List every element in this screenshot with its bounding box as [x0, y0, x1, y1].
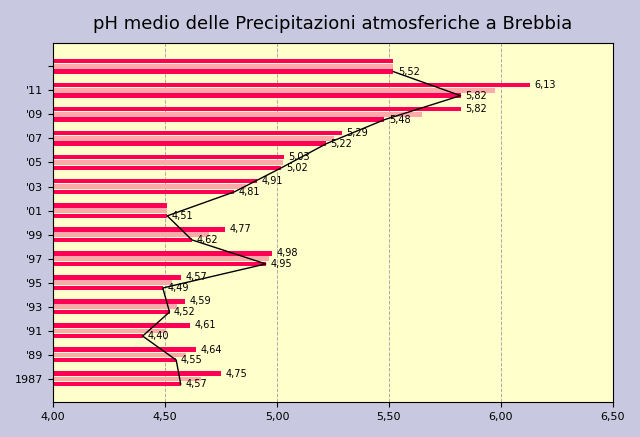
Text: 5,22: 5,22 [331, 139, 353, 149]
Text: 4,51: 4,51 [172, 211, 193, 221]
Bar [53, 227, 225, 232]
Bar [53, 107, 461, 111]
Text: 5,03: 5,03 [288, 152, 310, 162]
Bar [53, 371, 221, 376]
Bar [53, 310, 170, 314]
Bar [53, 131, 342, 135]
Bar [53, 166, 282, 170]
Text: 5,82: 5,82 [465, 104, 487, 114]
Text: 5,82: 5,82 [465, 90, 487, 101]
Bar [53, 334, 143, 338]
Bar [53, 118, 385, 122]
Bar [53, 286, 163, 290]
Text: 4,59: 4,59 [189, 296, 211, 306]
Text: 5,48: 5,48 [389, 114, 410, 125]
Bar [53, 179, 257, 184]
Text: 4,55: 4,55 [180, 355, 202, 365]
Bar [53, 382, 180, 386]
Text: 4,57: 4,57 [185, 379, 207, 389]
Bar [53, 262, 266, 266]
Text: 4,81: 4,81 [239, 187, 260, 197]
Bar [53, 69, 394, 74]
Bar [53, 94, 461, 98]
Bar [53, 214, 167, 218]
Text: 5,52: 5,52 [398, 66, 420, 76]
Text: 6,13: 6,13 [534, 80, 556, 90]
Bar [53, 155, 284, 160]
Text: 4,61: 4,61 [194, 320, 216, 330]
Bar [53, 112, 422, 117]
Bar [53, 257, 269, 261]
Bar [53, 238, 192, 242]
Bar [53, 160, 282, 165]
Text: 4,98: 4,98 [277, 248, 298, 258]
Text: 5,02: 5,02 [286, 163, 308, 173]
Bar [53, 347, 196, 352]
Bar [53, 142, 326, 146]
Text: 4,62: 4,62 [196, 235, 218, 245]
Bar [53, 281, 172, 285]
Bar [53, 59, 394, 63]
Bar [53, 190, 234, 194]
Bar [53, 83, 530, 87]
Text: 4,52: 4,52 [174, 307, 196, 317]
Text: 4,75: 4,75 [225, 368, 247, 378]
Bar [53, 136, 334, 141]
Bar [53, 203, 167, 208]
Bar [53, 232, 209, 237]
Text: 4,77: 4,77 [230, 224, 252, 234]
Bar [53, 377, 201, 381]
Bar [53, 251, 273, 256]
Bar [53, 88, 495, 93]
Bar [53, 358, 176, 362]
Bar [53, 184, 246, 189]
Bar [53, 323, 189, 328]
Title: pH medio delle Precipitazioni atmosferiche a Brebbia: pH medio delle Precipitazioni atmosferic… [93, 15, 573, 33]
Bar [53, 299, 185, 304]
Bar [53, 64, 394, 69]
Bar [53, 305, 177, 309]
Text: 4,49: 4,49 [167, 283, 189, 293]
Text: 5,29: 5,29 [346, 128, 368, 138]
Bar [53, 329, 166, 333]
Bar [53, 353, 186, 357]
Text: 4,91: 4,91 [261, 176, 283, 186]
Text: 4,40: 4,40 [147, 331, 168, 341]
Text: 4,64: 4,64 [201, 344, 222, 354]
Text: 4,95: 4,95 [270, 259, 292, 269]
Bar [53, 275, 180, 280]
Text: 4,57: 4,57 [185, 272, 207, 282]
Bar [53, 208, 167, 213]
